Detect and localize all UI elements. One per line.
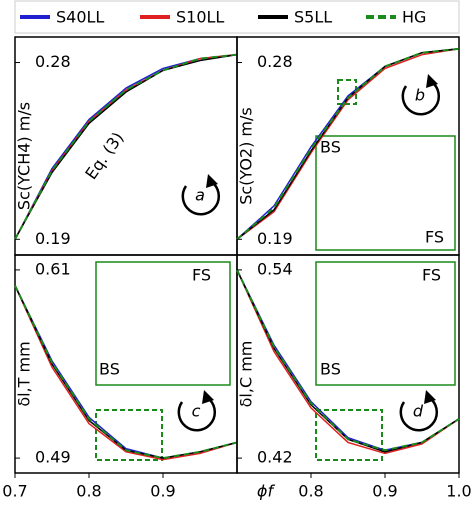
- panel-frame: [236, 254, 460, 474]
- inset-box: [315, 261, 456, 386]
- panel-letter: a: [195, 186, 205, 205]
- x-tick-label: 0.9: [150, 482, 175, 501]
- x-tick-label: 1.0: [446, 482, 471, 501]
- annotation: BS: [320, 138, 341, 157]
- panel-letter: b: [415, 86, 425, 105]
- annotation: BS: [99, 360, 120, 379]
- y-axis-label: δl,T mm: [15, 341, 34, 406]
- series-line: [14, 285, 238, 459]
- y-axis-label: Sc(YO2) m/s: [237, 107, 256, 205]
- y-axis-label: δl,C mm: [237, 341, 256, 408]
- y-axis-label: Sc(YCH4) m/s: [15, 102, 34, 210]
- x-tick-label: 0.8: [76, 482, 101, 501]
- panel-letter: d: [413, 402, 424, 421]
- series-line: [14, 285, 238, 461]
- zoom-box: [315, 409, 383, 461]
- y-tick-label: 0.49: [35, 448, 71, 467]
- y-tick-label: 0.54: [257, 259, 293, 278]
- x-tick-label: 0.7: [2, 482, 27, 501]
- annotation: FS: [425, 228, 444, 247]
- y-tick-label: 0.19: [257, 229, 293, 248]
- x-tick-label: 0.9: [372, 482, 397, 501]
- annotation: Eq. (3): [81, 128, 127, 182]
- x-axis-label: ϕf: [257, 482, 276, 501]
- series-line: [236, 269, 460, 452]
- series-line: [236, 269, 460, 452]
- arrow-head: [426, 74, 438, 88]
- legend-label: S5LL: [294, 8, 332, 27]
- series-line: [236, 47, 460, 241]
- panel-frame: [14, 254, 238, 474]
- annotation: BS: [320, 360, 341, 379]
- legend-label: S40LL: [56, 8, 104, 27]
- annotation: FS: [422, 266, 441, 285]
- zoom-box: [95, 409, 163, 461]
- rotation-arrow: [177, 399, 217, 432]
- series-line: [14, 53, 238, 240]
- x-tick-label: 0.8: [298, 482, 323, 501]
- panel-letter: c: [192, 402, 201, 421]
- y-tick-label: 0.28: [35, 52, 71, 71]
- series-line: [236, 269, 460, 455]
- y-tick-label: 0.28: [257, 52, 293, 71]
- y-tick-label: 0.61: [35, 259, 71, 278]
- rotation-arrow: [181, 183, 221, 216]
- inset-box: [95, 261, 231, 386]
- series-line: [14, 53, 238, 240]
- series-line: [14, 53, 238, 240]
- arrow-head: [424, 390, 436, 404]
- series-line: [14, 53, 238, 240]
- zoom-box: [337, 79, 357, 105]
- arrow-head: [202, 390, 214, 404]
- arrow-head: [206, 174, 218, 188]
- series-line: [236, 269, 460, 453]
- legend-label: HG: [402, 8, 426, 27]
- rotation-arrow: [401, 83, 441, 116]
- legend-label: S10LL: [176, 8, 224, 27]
- rotation-arrow: [399, 399, 439, 432]
- y-tick-label: 0.42: [257, 448, 293, 467]
- series-line: [14, 285, 238, 460]
- y-tick-label: 0.19: [35, 229, 71, 248]
- annotation: FS: [192, 266, 211, 285]
- inset-box: [315, 135, 456, 251]
- series-line: [14, 285, 238, 459]
- series-line: [236, 48, 460, 240]
